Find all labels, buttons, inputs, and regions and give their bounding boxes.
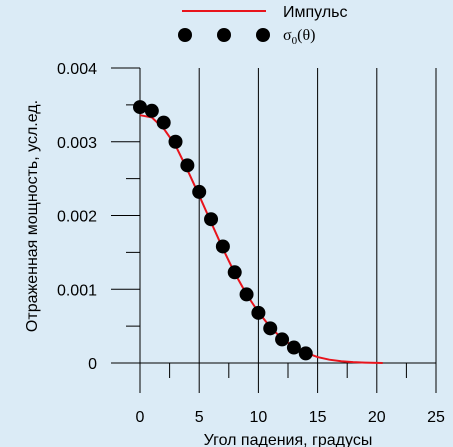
axes (111, 67, 437, 393)
data-point (168, 134, 183, 149)
y-tick-label: 0.001 (57, 282, 97, 299)
data-point (263, 321, 278, 336)
x-tick-label: 20 (368, 409, 386, 426)
data-point (144, 103, 159, 118)
data-point (133, 100, 147, 115)
tick-labels: 0 0.001 0.002 0.003 0.004 0 5 10 15 20 25 (57, 61, 445, 426)
data-point (275, 332, 290, 347)
x-tick-label: 0 (136, 409, 145, 426)
legend: Импульс σ0(θ) (178, 4, 347, 47)
legend-point-swatch (217, 28, 231, 42)
data-point (180, 158, 195, 173)
data-point (192, 184, 207, 199)
data-point (156, 115, 171, 130)
legend-point-swatch (256, 28, 270, 42)
data-point (298, 346, 313, 361)
data-point (227, 265, 242, 280)
x-tick-label: 15 (309, 409, 327, 426)
y-axis-title: Отраженная мощность, усл.ед. (24, 100, 41, 332)
x-tick-label: 25 (427, 409, 445, 426)
series-line-pulse (139, 114, 383, 364)
x-tick-label: 5 (195, 409, 204, 426)
y-tick-label: 0 (88, 356, 97, 373)
legend-label-pulse: Импульс (283, 4, 347, 21)
data-point (215, 239, 230, 254)
legend-label-sigma: σ0(θ) (283, 27, 315, 47)
data-point (286, 340, 301, 355)
y-tick-label: 0.003 (57, 135, 97, 152)
y-tick-label: 0.004 (57, 61, 97, 78)
y-tick-label: 0.002 (57, 209, 97, 226)
data-point (239, 287, 254, 302)
series (133, 100, 383, 364)
data-point (204, 212, 219, 227)
grid (198, 68, 437, 363)
data-point (251, 305, 266, 320)
x-tick-label: 10 (250, 409, 268, 426)
legend-point-swatch (178, 28, 192, 42)
x-axis-title: Угол падения, градусы (204, 432, 373, 447)
